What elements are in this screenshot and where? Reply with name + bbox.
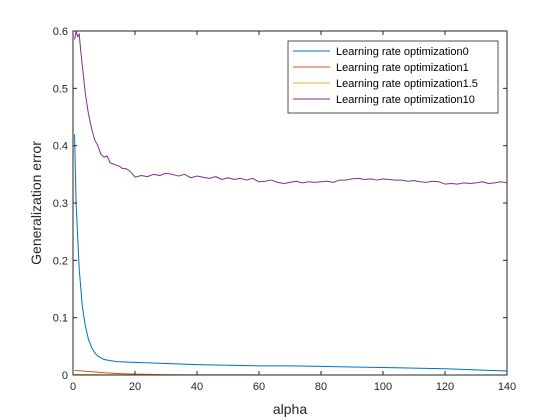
legend: Learning rate optimization0 Learning rate… xyxy=(287,40,499,114)
y-tick-label: 0.6 xyxy=(53,26,68,38)
series-line-0 xyxy=(74,134,508,372)
x-tick-label: 100 xyxy=(374,381,392,393)
y-tick-label: 0 xyxy=(62,370,68,382)
series-line-3 xyxy=(74,30,508,185)
y-tick-label: 0.5 xyxy=(53,83,68,95)
y-tick-label: 0.1 xyxy=(53,313,68,325)
tick-layer: 0 20 40 60 80 100 120 140 0 0.1 0.2 0.3 0.4 0.5 0.6 xyxy=(53,26,516,393)
x-tick-label: 60 xyxy=(253,381,265,393)
legend-entry-label: Learning rate optimization1 xyxy=(336,62,469,74)
legend-entry-label: Learning rate optimization0 xyxy=(336,46,469,58)
x-tick-label: 140 xyxy=(498,381,516,393)
x-tick-label: 80 xyxy=(315,381,327,393)
x-tick-label: 20 xyxy=(129,381,141,393)
legend-entry-label: Learning rate optimization1.5 xyxy=(336,78,478,90)
x-tick-label: 120 xyxy=(436,381,454,393)
x-axis-label: alpha xyxy=(273,401,307,417)
y-tick-label: 0.3 xyxy=(53,198,68,210)
legend-entry-label: Learning rate optimization10 xyxy=(336,94,475,106)
x-tick-label: 0 xyxy=(70,381,76,393)
y-tick-label: 0.4 xyxy=(53,141,68,153)
y-tick-label: 0.2 xyxy=(53,255,68,267)
legend-box xyxy=(287,40,499,114)
x-tick-label: 40 xyxy=(191,381,203,393)
y-axis-label: Generalization error xyxy=(28,141,44,265)
